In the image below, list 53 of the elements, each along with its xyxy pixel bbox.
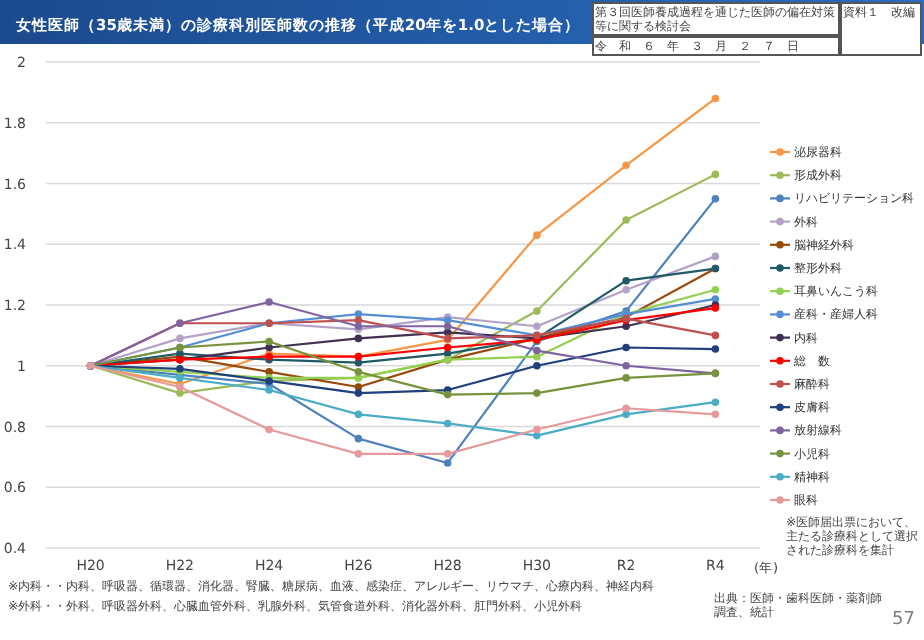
point [711, 410, 720, 419]
point [711, 286, 720, 294]
point [265, 386, 273, 394]
point [711, 331, 720, 340]
point [711, 170, 720, 179]
point [265, 368, 273, 376]
text: 57 [892, 610, 917, 631]
point [533, 307, 541, 315]
point [533, 389, 541, 397]
point [443, 450, 452, 458]
point [176, 334, 184, 343]
point [711, 398, 720, 406]
point [443, 459, 452, 467]
point [622, 286, 630, 294]
point [443, 419, 452, 428]
point [622, 161, 630, 170]
point [622, 276, 630, 285]
point [622, 343, 630, 352]
point [533, 361, 541, 370]
point [354, 310, 363, 318]
point [622, 410, 630, 419]
point [711, 295, 720, 303]
point [533, 431, 541, 440]
point [443, 390, 452, 399]
point [533, 322, 541, 331]
point [622, 374, 630, 382]
point [265, 298, 273, 306]
point [443, 322, 452, 331]
point [622, 361, 630, 370]
point [622, 216, 630, 224]
point [622, 404, 630, 413]
point [533, 346, 541, 355]
point [354, 389, 363, 397]
point [622, 322, 630, 331]
point [443, 343, 452, 352]
point [354, 450, 363, 458]
point [711, 194, 720, 203]
point [176, 389, 184, 397]
point [354, 410, 363, 419]
point [533, 231, 541, 239]
point [265, 425, 273, 434]
point [533, 352, 541, 361]
point [354, 358, 363, 367]
point [711, 252, 720, 261]
point [711, 345, 720, 353]
point [265, 337, 273, 346]
point [354, 334, 363, 343]
point [265, 343, 273, 352]
point [711, 94, 720, 103]
point [354, 316, 363, 324]
point [354, 434, 363, 443]
point [533, 425, 541, 434]
point [354, 368, 363, 376]
